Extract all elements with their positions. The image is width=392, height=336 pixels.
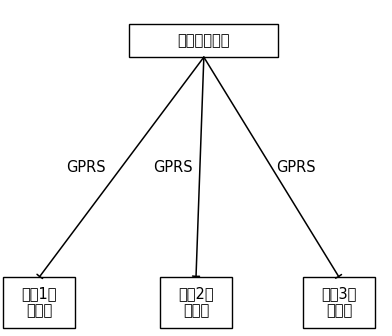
Text: 车辆2车
载终端: 车辆2车 载终端 — [178, 286, 214, 319]
Text: 车辆管理平台: 车辆管理平台 — [178, 33, 230, 48]
Text: 车辆3车
载终端: 车辆3车 载终端 — [321, 286, 357, 319]
Text: 车辆1车
载终端: 车辆1车 载终端 — [22, 286, 57, 319]
Text: GPRS: GPRS — [66, 161, 106, 175]
Bar — [129, 24, 278, 57]
Bar — [303, 277, 376, 328]
Bar — [3, 277, 75, 328]
Bar — [160, 277, 232, 328]
Text: GPRS: GPRS — [152, 161, 192, 175]
Text: GPRS: GPRS — [276, 161, 316, 175]
